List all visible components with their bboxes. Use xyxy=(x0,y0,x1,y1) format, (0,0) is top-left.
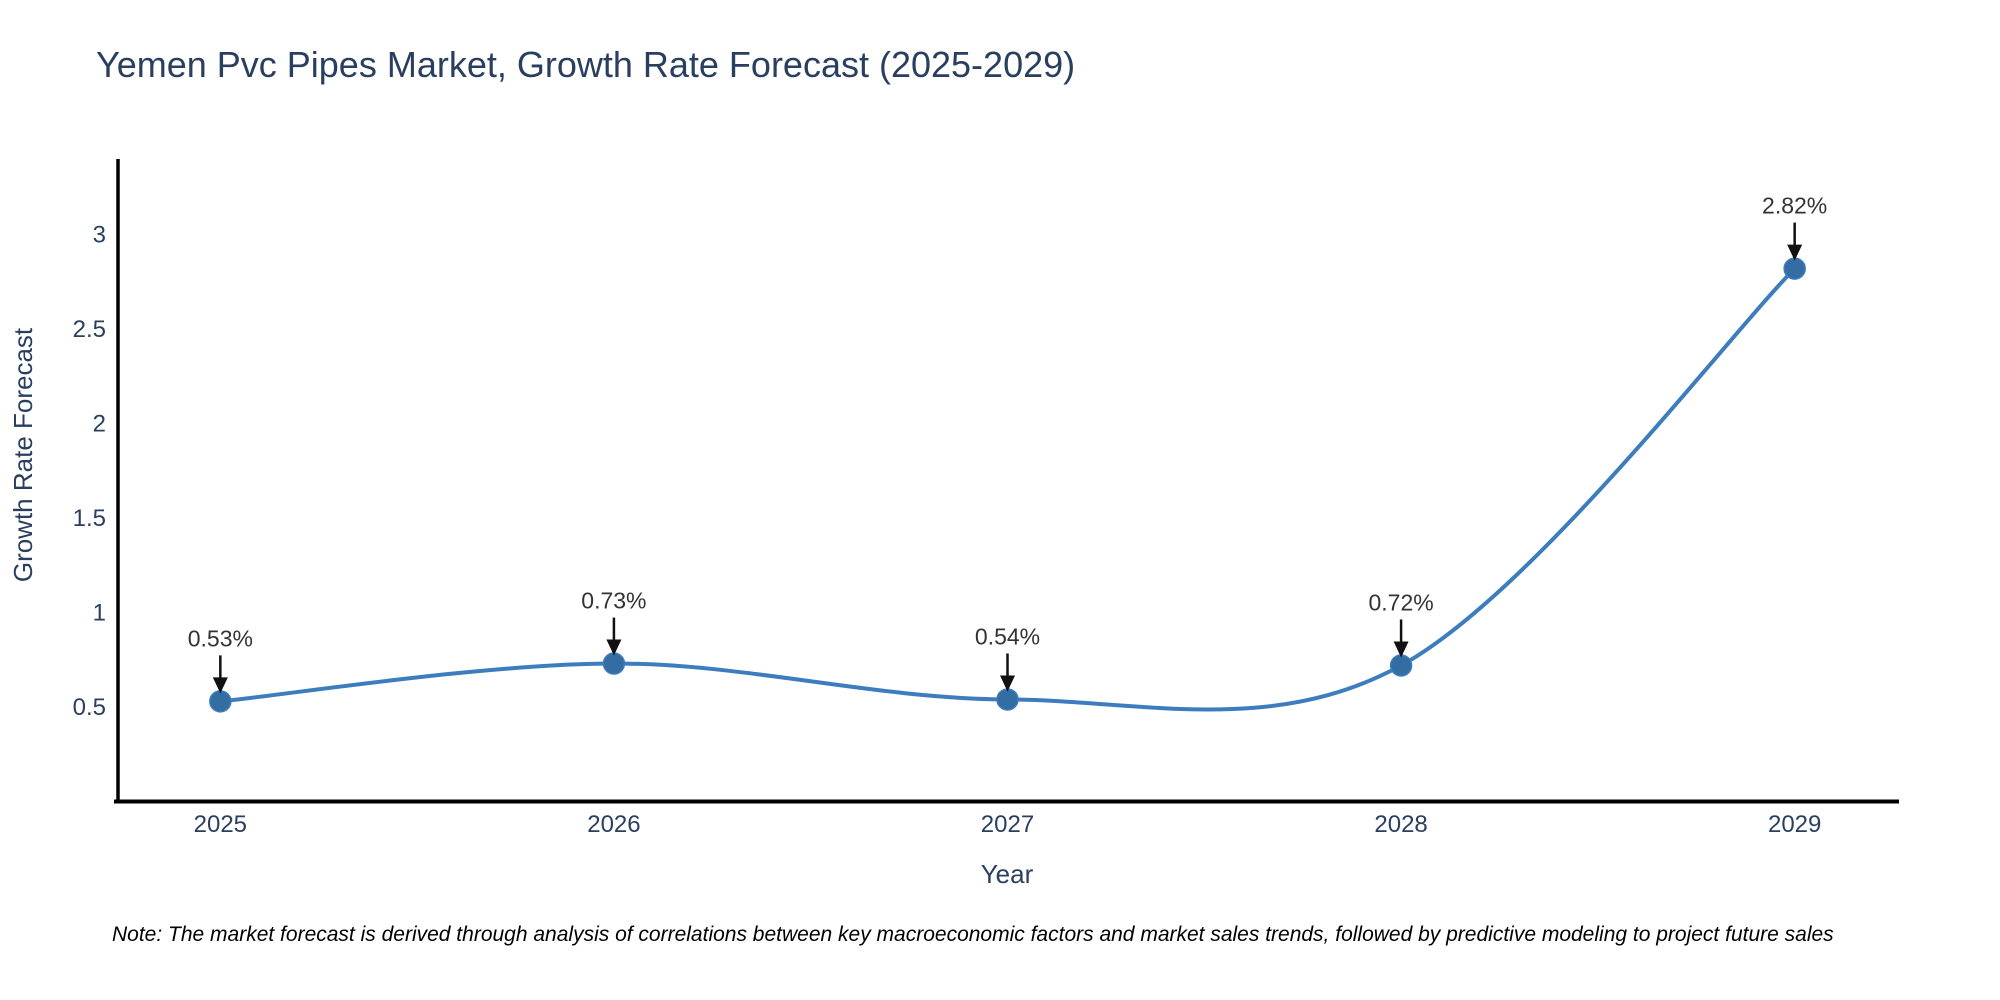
data-points xyxy=(209,257,1806,713)
annotation-label: 0.54% xyxy=(975,623,1040,649)
annotation-arrowhead xyxy=(212,677,228,694)
y-tick-label: 1 xyxy=(93,600,106,627)
annotation-label: 0.53% xyxy=(188,625,253,651)
annotation-2025: 0.53% xyxy=(188,625,253,694)
series-line xyxy=(218,266,1797,712)
y-tick-label: 2.5 xyxy=(73,316,106,343)
annotation-arrowhead xyxy=(1000,675,1015,692)
x-tick-label: 2026 xyxy=(587,811,640,838)
data-point-2027[interactable] xyxy=(996,688,1019,711)
data-point-2026[interactable] xyxy=(602,652,626,675)
y-axis-ticks: 0.5 1 1.5 2 2.5 3 xyxy=(73,222,106,721)
annotation-arrowhead xyxy=(1393,641,1409,658)
x-tick-label: 2028 xyxy=(1374,811,1427,838)
data-point-2028[interactable] xyxy=(1389,654,1413,677)
point-annotations: 0.53% 0.73% 0.54% 0.72% 2.82% xyxy=(188,193,1827,694)
y-tick-label: 0.5 xyxy=(73,694,106,721)
annotation-2026: 0.73% xyxy=(581,588,647,656)
x-axis-title: Year xyxy=(981,859,1034,889)
annotation-arrowhead xyxy=(1787,244,1803,261)
data-point-2029[interactable] xyxy=(1783,257,1806,280)
annotation-label: 0.72% xyxy=(1368,589,1433,615)
annotation-label: 0.73% xyxy=(581,588,646,614)
annotation-label: 2.82% xyxy=(1762,193,1827,219)
y-tick-label: 1.5 xyxy=(73,505,106,532)
x-tick-label: 2027 xyxy=(981,811,1034,838)
y-tick-label: 2 xyxy=(93,411,106,438)
annotation-2027: 0.54% xyxy=(975,623,1040,692)
x-tick-label: 2025 xyxy=(194,811,247,838)
footnote: Note: The market forecast is derived thr… xyxy=(112,923,1834,946)
data-point-2025[interactable] xyxy=(209,690,232,713)
chart-title: Yemen Pvc Pipes Market, Growth Rate Fore… xyxy=(96,44,1075,85)
annotation-arrowhead xyxy=(606,639,622,656)
y-axis-title: Growth Rate Forecast xyxy=(8,327,38,582)
x-axis-ticks: 2025 2026 2027 2028 2029 xyxy=(194,811,1822,838)
y-tick-label: 3 xyxy=(93,222,106,249)
annotation-2029: 2.82% xyxy=(1762,193,1827,261)
x-tick-label: 2029 xyxy=(1768,811,1821,838)
annotation-2028: 0.72% xyxy=(1368,589,1434,658)
